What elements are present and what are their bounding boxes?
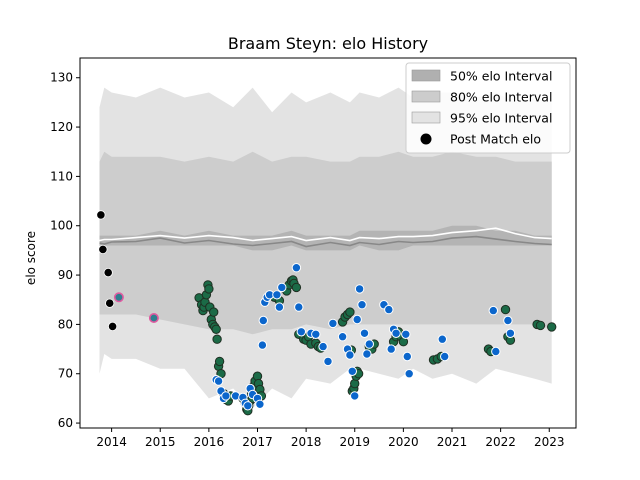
x-tick-label: 2021: [437, 435, 468, 449]
legend-label: 95% elo Interval: [450, 111, 552, 126]
y-tick-label: 130: [50, 71, 73, 85]
blue-elo-point: [347, 366, 357, 376]
green-elo-point: [345, 307, 355, 317]
y-axis-label: elo score: [24, 231, 38, 285]
blue-elo-point: [318, 341, 328, 352]
blue-elo-point: [296, 327, 306, 337]
y-tick-label: 120: [50, 120, 73, 134]
blue-elo-point: [323, 356, 333, 367]
blue-elo-point: [294, 302, 304, 312]
blue-elo-point: [272, 290, 282, 300]
chart-title: Braam Steyn: elo History: [228, 34, 428, 53]
blue-elo-point: [491, 346, 501, 357]
green-elo-point: [547, 322, 557, 332]
blue-elo-point: [328, 318, 338, 329]
blue-elo-point: [359, 328, 370, 338]
blue-elo-point: [440, 351, 450, 362]
x-tick-label: 2020: [388, 435, 419, 449]
blue-elo-point: [384, 304, 394, 315]
y-tick-label: 90: [58, 268, 73, 282]
legend-box: [405, 62, 571, 154]
blue-elo-point: [401, 329, 411, 339]
y-tick-label: 80: [58, 317, 73, 331]
green-elo-point: [204, 284, 214, 294]
x-tick-label: 2018: [291, 435, 322, 449]
early-elo-point: [96, 210, 106, 220]
blue-elo-point: [437, 334, 447, 344]
early-elo-point: [105, 298, 115, 308]
y-tick-label: 60: [58, 416, 73, 430]
blue-elo-point: [362, 349, 372, 359]
blue-elo-point: [257, 340, 268, 350]
green-elo-point: [212, 334, 222, 344]
elo-lines: [99, 227, 552, 248]
plot-area-frame: [79, 57, 577, 429]
y-tick-label: 110: [50, 169, 73, 183]
mean-elo-line: [99, 235, 552, 248]
green-elo-point: [209, 307, 219, 317]
legend-swatch: [411, 90, 441, 103]
legend-label: 80% elo Interval: [450, 90, 552, 105]
early-elo-point: [98, 244, 108, 254]
blue-elo-point: [352, 314, 362, 325]
x-tick-label: 2014: [96, 435, 127, 449]
blue-elo-point: [357, 300, 367, 310]
blue-elo-point: [345, 350, 355, 360]
blue-elo-point: [311, 329, 321, 339]
blue-elo-point: [258, 315, 268, 326]
green-elo-point: [291, 282, 302, 293]
blue-elo-point: [291, 263, 302, 273]
legend-marker: [420, 133, 432, 145]
blue-elo-point: [354, 284, 365, 294]
x-axis: 2014 2015 2016 2017 2018 2019 2020 2021 2022 2023: [96, 428, 565, 449]
x-tick-label: 2017: [242, 435, 273, 449]
data-points: [96, 210, 557, 416]
y-axis: 60 70 80 90 100 110 120 130: [50, 71, 80, 430]
green-elo-point: [211, 324, 221, 334]
x-tick-label: 2019: [339, 435, 370, 449]
blue-elo-point: [386, 344, 396, 354]
blue-elo-point: [221, 391, 231, 401]
y-tick-label: 100: [50, 219, 73, 233]
blue-elo-point: [404, 369, 414, 379]
blue-elo-point: [243, 401, 253, 411]
x-tick-label: 2016: [194, 435, 225, 449]
blue-elo-point: [213, 376, 224, 386]
blue-elo-point: [402, 351, 412, 362]
legend-label: 50% elo Interval: [450, 69, 552, 84]
blue-elo-point: [505, 328, 516, 338]
blue-elo-point: [274, 302, 285, 312]
x-tick-label: 2023: [534, 435, 565, 449]
early-elo-point: [108, 321, 118, 331]
legend-swatch: [411, 111, 441, 124]
blue-elo-point: [391, 328, 401, 338]
blue-elo-point: [488, 305, 498, 316]
pink-elo-point: [148, 312, 159, 323]
blue-elo-point: [350, 391, 360, 401]
green-elo-point: [535, 320, 546, 331]
blue-elo-point: [277, 282, 287, 293]
x-tick-label: 2015: [145, 435, 176, 449]
legend-swatch: [411, 69, 441, 82]
legend-label: Post Match elo: [450, 132, 541, 147]
early-elo-point: [103, 267, 113, 278]
green-elo-point: [500, 304, 511, 315]
x-tick-label: 2022: [485, 435, 516, 449]
pink-elo-point: [113, 292, 124, 303]
blue-elo-point: [503, 315, 513, 326]
blue-elo-point: [255, 399, 265, 409]
median-elo-line: [99, 227, 552, 242]
blue-elo-point: [364, 339, 374, 349]
legend: 50% elo Interval 80% elo Interval 95% elo …: [405, 62, 571, 154]
green-elo-point: [214, 356, 225, 367]
y-tick-label: 70: [58, 367, 73, 381]
blue-elo-point: [337, 332, 348, 342]
